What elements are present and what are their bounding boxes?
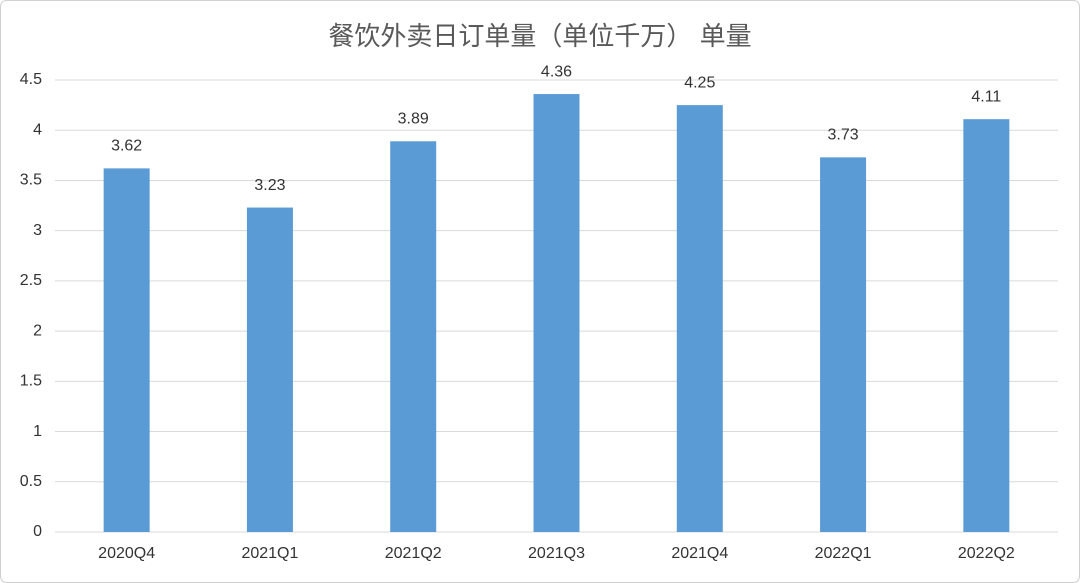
x-tick-label: 2021Q2 xyxy=(385,545,442,562)
x-tick-label: 2021Q4 xyxy=(671,545,728,562)
x-tick-label: 2020Q4 xyxy=(98,545,155,562)
y-tick-label: 3.5 xyxy=(20,172,42,189)
value-label: 3.89 xyxy=(398,110,429,127)
y-tick-label: 0.5 xyxy=(20,473,42,490)
y-tick-label: 1.5 xyxy=(20,373,42,390)
x-tick-label: 2022Q1 xyxy=(815,545,872,562)
x-tick-label: 2022Q2 xyxy=(958,545,1015,562)
value-label: 4.36 xyxy=(541,63,572,80)
value-label: 3.62 xyxy=(111,138,142,155)
bar xyxy=(963,119,1010,532)
bar xyxy=(676,105,723,532)
bar xyxy=(820,157,867,532)
y-tick-label: 3 xyxy=(33,222,42,239)
value-label: 4.25 xyxy=(684,74,715,91)
y-tick-label: 1 xyxy=(33,423,42,440)
y-tick-label: 2.5 xyxy=(20,272,42,289)
value-label: 4.11 xyxy=(971,88,1001,105)
bar xyxy=(246,207,293,532)
value-label: 3.23 xyxy=(254,177,285,194)
bar xyxy=(103,168,150,532)
bar xyxy=(390,141,437,532)
y-tick-label: 2 xyxy=(33,322,42,339)
y-tick-label: 0 xyxy=(33,523,42,540)
y-tick-label: 4.5 xyxy=(20,71,42,88)
value-label: 3.73 xyxy=(828,127,859,144)
bar xyxy=(533,94,580,532)
y-tick-label: 4 xyxy=(33,121,42,138)
chart-title: 餐饮外卖日订单量（单位千万） 单量 xyxy=(328,21,751,51)
x-tick-label: 2021Q1 xyxy=(241,545,298,562)
x-tick-label: 2021Q3 xyxy=(528,545,585,562)
